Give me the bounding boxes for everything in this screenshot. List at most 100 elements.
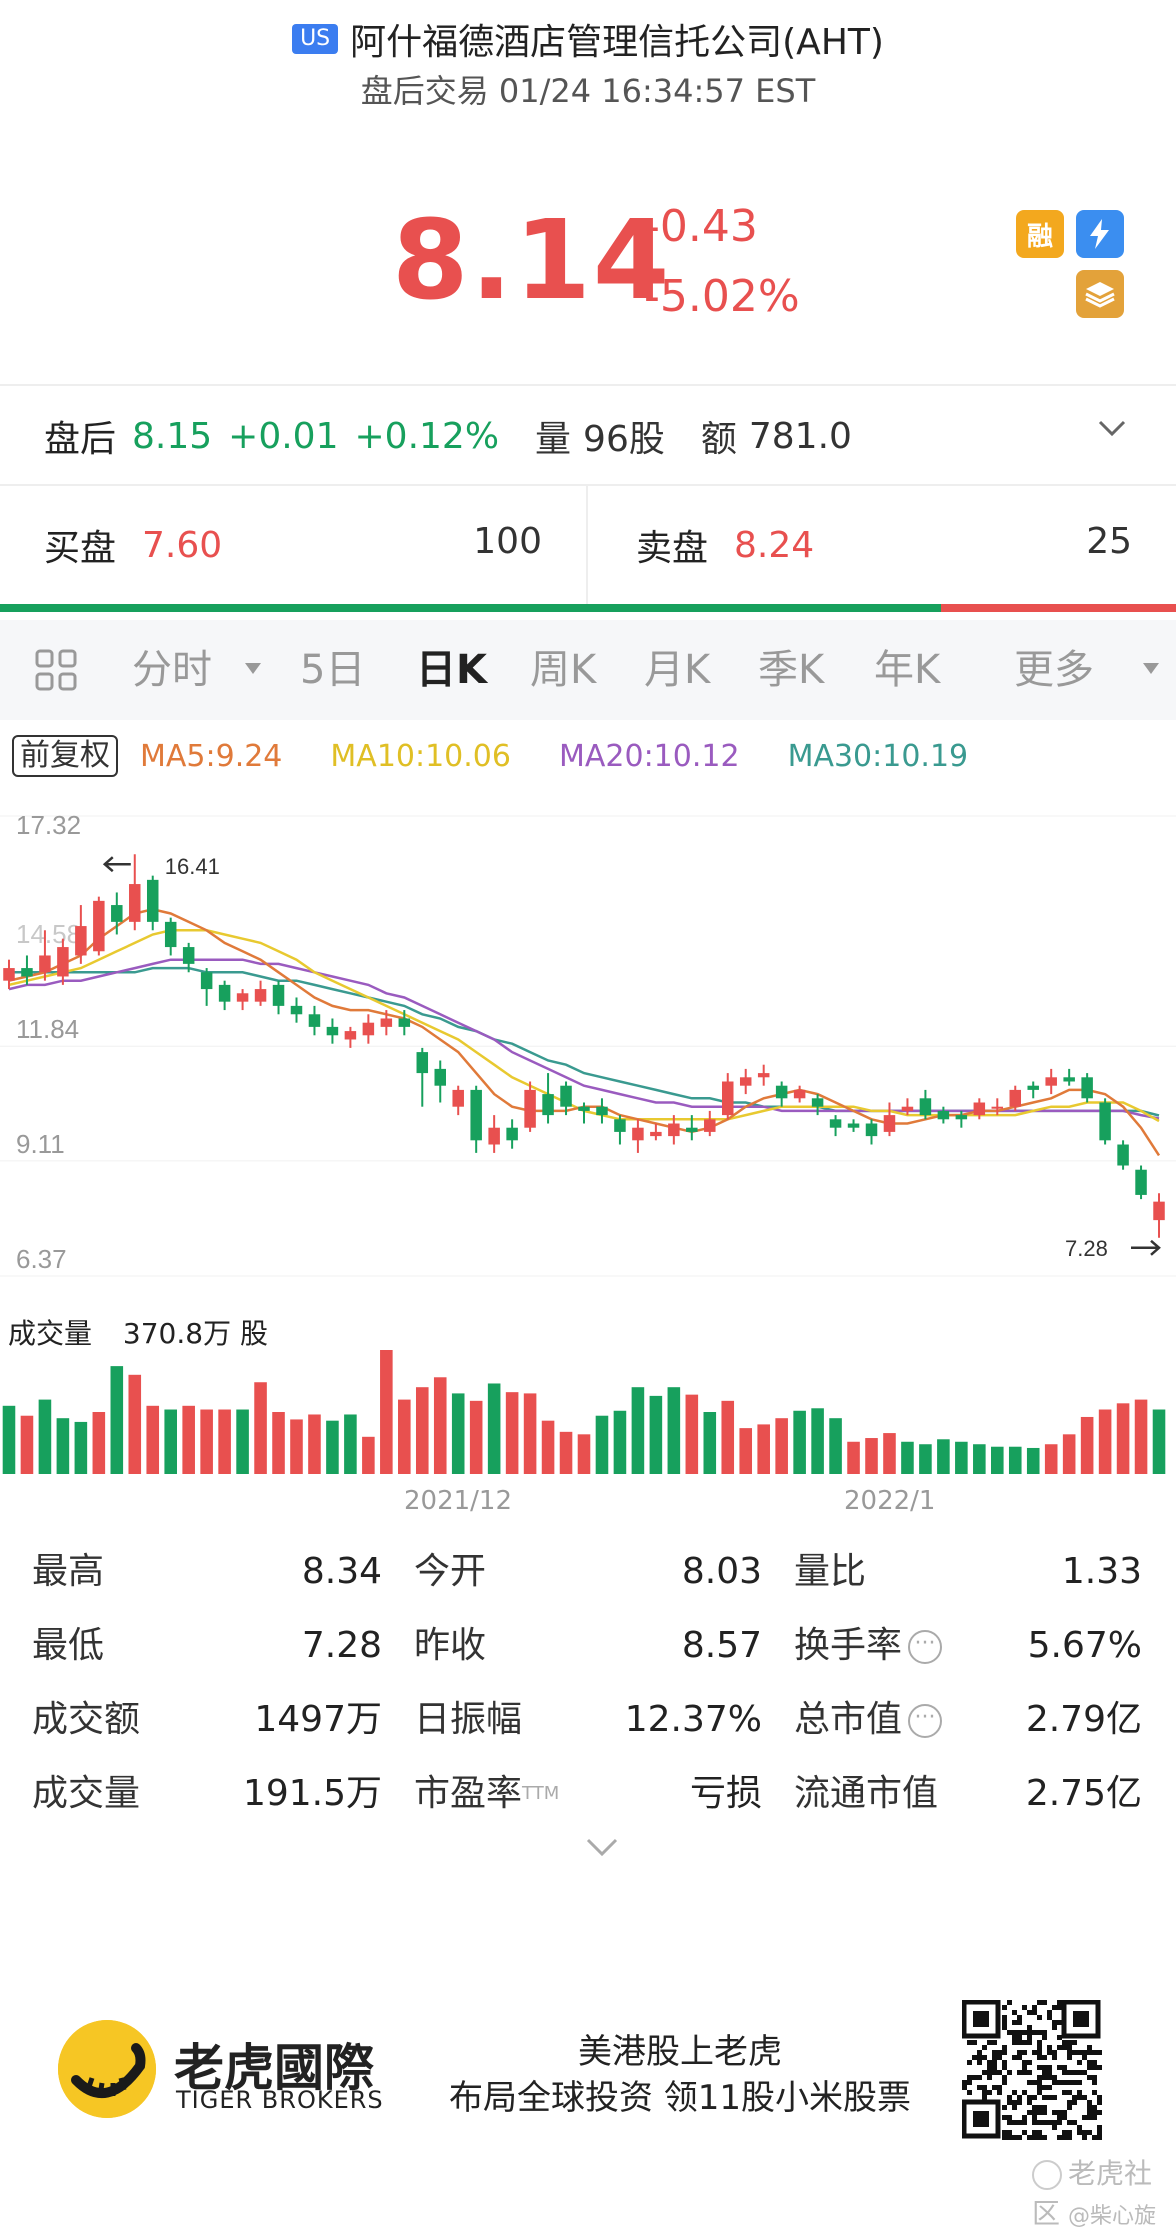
qr-module — [1047, 2070, 1052, 2075]
qr-module — [1052, 2125, 1057, 2130]
bid-cell: 买盘 7.60 — [44, 486, 222, 604]
qr-module — [1047, 2095, 1052, 2100]
qr-module — [1002, 2050, 1007, 2055]
ask-label: 卖盘 — [636, 528, 709, 569]
qr-module — [1057, 2110, 1062, 2115]
qr-module — [1077, 2130, 1082, 2135]
tab-daily-k[interactable]: 日K — [416, 647, 487, 693]
stat-value: 7.28 — [301, 1625, 382, 1666]
after-hours-volume-label: 量 — [535, 419, 572, 460]
qr-module — [1097, 2125, 1102, 2130]
volume-bar — [128, 1374, 142, 1474]
qr-module — [1057, 2045, 1062, 2050]
tab-yearly-k[interactable]: 年K — [874, 647, 941, 693]
expand-chevron-icon[interactable] — [584, 1836, 620, 1860]
qr-module — [1022, 2060, 1027, 2065]
volume-chart[interactable] — [0, 1346, 1176, 1476]
lightning-icon[interactable] — [1076, 210, 1124, 258]
qr-module — [997, 2070, 1002, 2075]
candle — [218, 984, 231, 1002]
volume-bar — [487, 1383, 501, 1474]
qr-module — [1047, 2120, 1052, 2125]
stat-label-pe: 市盈率TTM — [414, 1770, 559, 1818]
volume-bar — [1044, 1444, 1058, 1474]
volume-bar — [1098, 1409, 1112, 1474]
bid-qty: 100 — [473, 521, 542, 562]
stat-label: 成交额 — [32, 1699, 141, 1740]
after-hours-label: 盘后 — [44, 419, 117, 460]
qr-module — [1077, 2080, 1082, 2085]
volume-bar — [541, 1420, 555, 1474]
layers-icon[interactable] — [1076, 270, 1124, 318]
qr-module — [1082, 2095, 1087, 2100]
qr-module — [1062, 2045, 1067, 2050]
candle — [739, 1077, 752, 1086]
tiger-community-icon — [1032, 2160, 1062, 2190]
chevron-down-icon[interactable] — [1094, 410, 1130, 446]
volume-bar — [1116, 1403, 1130, 1474]
volume-bar — [1152, 1409, 1166, 1474]
tab-5day[interactable]: 5日 — [300, 647, 366, 693]
qr-module — [1012, 2090, 1017, 2095]
volume-bar — [631, 1387, 645, 1474]
tab-weekly-k[interactable]: 周K — [530, 647, 597, 693]
qr-module — [1012, 2100, 1017, 2105]
qr-module — [1012, 2040, 1017, 2045]
qr-module — [992, 2055, 997, 2060]
qr-module — [1062, 2110, 1067, 2115]
qr-module — [1032, 2010, 1037, 2015]
after-hours-pct: +0.12% — [354, 415, 500, 457]
candle — [1009, 1089, 1022, 1107]
qr-module — [1062, 2115, 1067, 2120]
volume-bar — [703, 1412, 717, 1474]
qr-module — [1062, 2040, 1067, 2045]
candle — [1063, 1077, 1075, 1082]
candle — [290, 1005, 303, 1015]
more-info-icon[interactable]: ··· — [908, 1630, 943, 1664]
qr-module — [1002, 2075, 1007, 2080]
margin-icon[interactable]: 融 — [1016, 210, 1064, 258]
qr-module — [1027, 2040, 1032, 2045]
ma10-label: MA10:10.06 — [330, 738, 511, 774]
after-hours-row[interactable]: 盘后 8.15 +0.01 +0.12% 量 96股 额 781.0 — [0, 386, 1176, 486]
candle — [470, 1089, 482, 1141]
candle — [901, 1106, 914, 1111]
qr-module — [1062, 2135, 1067, 2140]
volume-bar — [559, 1431, 573, 1474]
qr-module — [1007, 2100, 1012, 2105]
qr-module — [1002, 2005, 1007, 2010]
more-info-icon[interactable]: ··· — [908, 1704, 943, 1738]
tab-monthly-k[interactable]: 月K — [644, 647, 711, 693]
qr-module — [1052, 2020, 1057, 2025]
qr-module — [1067, 2100, 1072, 2105]
candle — [829, 1119, 842, 1128]
grid-icon[interactable] — [34, 648, 78, 692]
tab-intraday[interactable]: 分时 — [132, 647, 212, 693]
caret-down-icon[interactable] — [244, 662, 262, 676]
qr-module — [1052, 2080, 1057, 2085]
y-tick-label: 17.32 — [16, 810, 81, 840]
qr-module — [1087, 2130, 1092, 2135]
adjust-button[interactable]: 前复权 — [12, 735, 118, 777]
divider — [586, 486, 588, 604]
qr-module — [1057, 2065, 1062, 2070]
qr-module — [1097, 2050, 1102, 2055]
qr-module — [1037, 2135, 1042, 2140]
candle — [955, 1115, 968, 1120]
candlestick-chart[interactable]: 17.32 11.84 9.11 6.37 14.58 16.41 7.28 — [0, 790, 1176, 1290]
stat-value: 1497万 — [254, 1699, 382, 1740]
caret-down-icon[interactable] — [1142, 662, 1160, 676]
qr-module — [987, 2065, 992, 2070]
qr-module — [992, 2085, 997, 2090]
qr-module — [992, 2065, 997, 2070]
tab-quarterly-k[interactable]: 季K — [758, 647, 825, 693]
qr-module — [987, 2075, 992, 2080]
qr-module — [1002, 2020, 1007, 2025]
candle — [704, 1119, 716, 1132]
qr-module — [1002, 2060, 1007, 2065]
tab-more[interactable]: 更多 — [1014, 647, 1094, 693]
stat-sup: TTM — [522, 1783, 560, 1804]
qr-module — [1097, 2130, 1102, 2135]
qr-module — [1087, 2060, 1092, 2065]
qr-module — [1032, 2095, 1037, 2100]
